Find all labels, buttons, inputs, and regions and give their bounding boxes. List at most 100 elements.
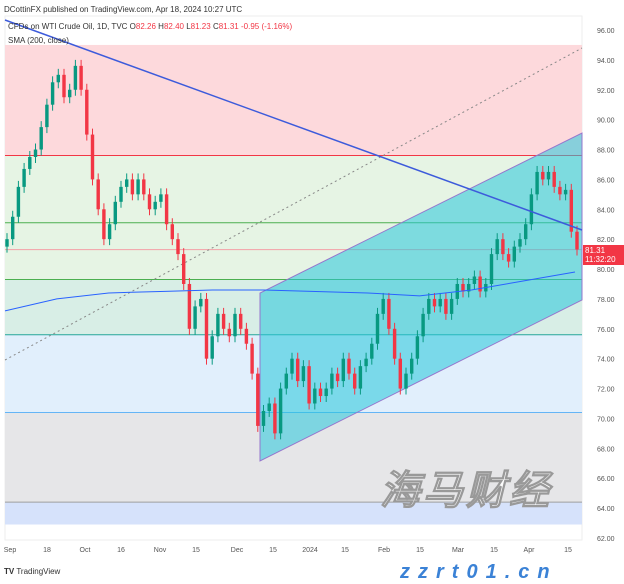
candle <box>461 283 465 292</box>
x-tick-label: Nov <box>154 547 167 554</box>
candle <box>256 373 260 426</box>
candle <box>130 179 135 195</box>
candle <box>375 313 380 344</box>
y-tick-label: 88.00 <box>597 148 615 155</box>
y-tick-label: 72.00 <box>597 387 615 394</box>
candle <box>238 313 243 329</box>
candle <box>563 189 568 195</box>
x-tick-label: 15 <box>341 547 349 554</box>
tradingview-logo[interactable]: TV TradingView <box>4 567 61 576</box>
y-tick-label: 90.00 <box>597 118 615 125</box>
candle <box>518 239 522 247</box>
candle <box>221 313 226 329</box>
candle <box>193 306 197 329</box>
candle <box>335 373 340 382</box>
candle <box>404 373 408 389</box>
brand-label: TradingView <box>16 567 61 576</box>
watermark-url: zzrt01.cn <box>400 561 558 583</box>
candle <box>352 373 357 389</box>
y-tick-label: 76.00 <box>597 327 615 334</box>
x-tick-label: 15 <box>192 547 200 554</box>
open-value: 82.26 <box>135 22 156 31</box>
o-label: O <box>129 22 136 31</box>
candle <box>147 194 152 210</box>
c-label: C <box>212 22 219 31</box>
candle <box>142 179 146 195</box>
watermark-cn: 海马财经 <box>380 469 552 514</box>
candle <box>478 276 482 292</box>
x-tick-label: 15 <box>269 547 277 554</box>
candle <box>466 283 471 292</box>
candle <box>273 403 277 434</box>
candle <box>113 201 118 225</box>
y-tick-label: 64.00 <box>597 506 615 513</box>
candle <box>558 186 562 195</box>
candle <box>444 298 448 314</box>
parallel-channel <box>259 132 583 462</box>
candle <box>170 224 175 240</box>
y-tick-label: 62.00 <box>597 536 615 543</box>
candle <box>307 366 311 404</box>
x-tick-label: Feb <box>378 547 390 554</box>
candle <box>107 224 112 240</box>
candle <box>79 65 83 90</box>
candle <box>16 186 21 217</box>
candle <box>136 179 140 195</box>
candle <box>421 313 425 337</box>
low-value: 81.23 <box>190 22 211 31</box>
candle <box>290 358 294 374</box>
candle <box>244 328 249 344</box>
sma-line <box>4 271 576 312</box>
candle <box>364 358 368 367</box>
candle <box>85 89 89 135</box>
candle <box>102 209 106 240</box>
candle <box>216 313 220 337</box>
candle <box>341 358 346 382</box>
candle <box>181 254 186 284</box>
last-price: 81.31 <box>585 246 606 255</box>
candle <box>569 189 574 232</box>
candle <box>398 358 403 389</box>
sma-legend[interactable]: SMA (200, close) <box>8 36 69 45</box>
candle <box>164 194 169 225</box>
candle <box>392 328 397 359</box>
x-tick-label: Sep <box>4 547 17 554</box>
candle <box>267 403 271 411</box>
candle <box>409 358 414 374</box>
candle <box>506 254 511 262</box>
candle <box>415 336 420 359</box>
x-tick-label: 15 <box>416 547 424 554</box>
candle <box>523 224 528 240</box>
candle <box>552 171 556 187</box>
dotted-trendline <box>4 47 583 361</box>
candle <box>210 336 214 359</box>
candle <box>449 298 454 314</box>
candle <box>73 65 78 90</box>
candle <box>313 388 317 404</box>
candle <box>159 194 163 202</box>
candle <box>546 171 551 180</box>
candle <box>575 231 579 250</box>
candle <box>489 254 494 284</box>
x-tick-label: Mar <box>452 547 465 554</box>
trendline <box>4 19 583 231</box>
candle <box>261 410 266 426</box>
candle <box>358 366 363 389</box>
candle <box>124 179 129 187</box>
candle <box>233 313 237 337</box>
candle <box>153 201 157 210</box>
h-label: H <box>158 22 164 31</box>
candle <box>22 168 26 187</box>
candle <box>501 239 505 255</box>
x-tick-label: 2024 <box>302 547 318 554</box>
x-tick-label: 15 <box>564 547 572 554</box>
zone <box>5 502 582 525</box>
candle <box>62 74 66 98</box>
candle <box>28 156 32 169</box>
candle <box>33 149 38 157</box>
candle <box>472 276 477 284</box>
candle <box>495 239 499 255</box>
y-tick-label: 80.00 <box>597 267 615 274</box>
